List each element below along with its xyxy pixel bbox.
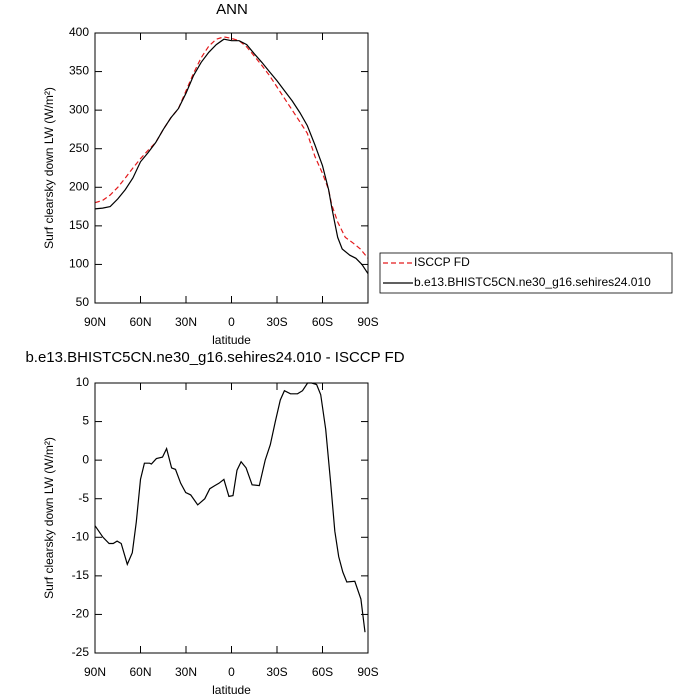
x-tick-label: 30S <box>266 315 287 329</box>
y-tick-label: -5 <box>78 491 89 505</box>
y-tick-label: 300 <box>69 102 89 116</box>
x-tick-label: 90N <box>84 315 106 329</box>
x-tick-label: 0 <box>228 665 235 679</box>
plot-frame <box>94 382 369 654</box>
plot-frame <box>94 32 369 304</box>
y-axis-label: Surf clearsky down LW (W/m²) <box>42 87 56 249</box>
legend-label: b.e13.BHISTC5CN.ne30_g16.sehires24.010 <box>414 275 651 289</box>
x-tick-label: 30S <box>266 665 287 679</box>
data-line <box>94 38 369 275</box>
y-tick-label: -15 <box>72 568 90 582</box>
x-tick-label: 30N <box>175 665 197 679</box>
y-tick-label: 10 <box>76 375 90 389</box>
data-line <box>94 382 366 633</box>
x-tick-label: 60N <box>129 315 151 329</box>
legend-box <box>379 252 673 294</box>
data-line <box>94 36 369 259</box>
y-tick-label: 5 <box>82 414 89 428</box>
legend-label: ISCCP FD <box>414 255 470 269</box>
x-tick-label: 90S <box>357 665 378 679</box>
y-tick-label: 0 <box>82 452 89 466</box>
x-tick-label: 60S <box>312 315 333 329</box>
x-axis-label: latitude <box>212 333 251 347</box>
y-tick-label: -20 <box>72 607 90 621</box>
y-tick-label: 250 <box>69 141 89 155</box>
x-tick-label: 60S <box>312 665 333 679</box>
x-tick-label: 0 <box>228 315 235 329</box>
y-tick-label: 100 <box>69 257 89 271</box>
x-tick-label: 90N <box>84 665 106 679</box>
x-tick-label: 60N <box>129 665 151 679</box>
y-tick-label: 350 <box>69 64 89 78</box>
y-tick-label: 400 <box>69 25 89 39</box>
y-tick-label: -25 <box>72 645 90 659</box>
chart-title: b.e13.BHISTC5CN.ne30_g16.sehires24.010 -… <box>25 349 404 366</box>
y-tick-label: 150 <box>69 218 89 232</box>
y-tick-label: 200 <box>69 179 89 193</box>
x-axis-label: latitude <box>212 683 251 697</box>
x-tick-label: 90S <box>357 315 378 329</box>
y-axis-label: Surf clearsky down LW (W/m²) <box>42 437 56 599</box>
chart-title: ANN <box>216 1 248 18</box>
y-tick-label: 50 <box>76 295 90 309</box>
x-tick-label: 30N <box>175 315 197 329</box>
y-tick-label: -10 <box>72 529 90 543</box>
